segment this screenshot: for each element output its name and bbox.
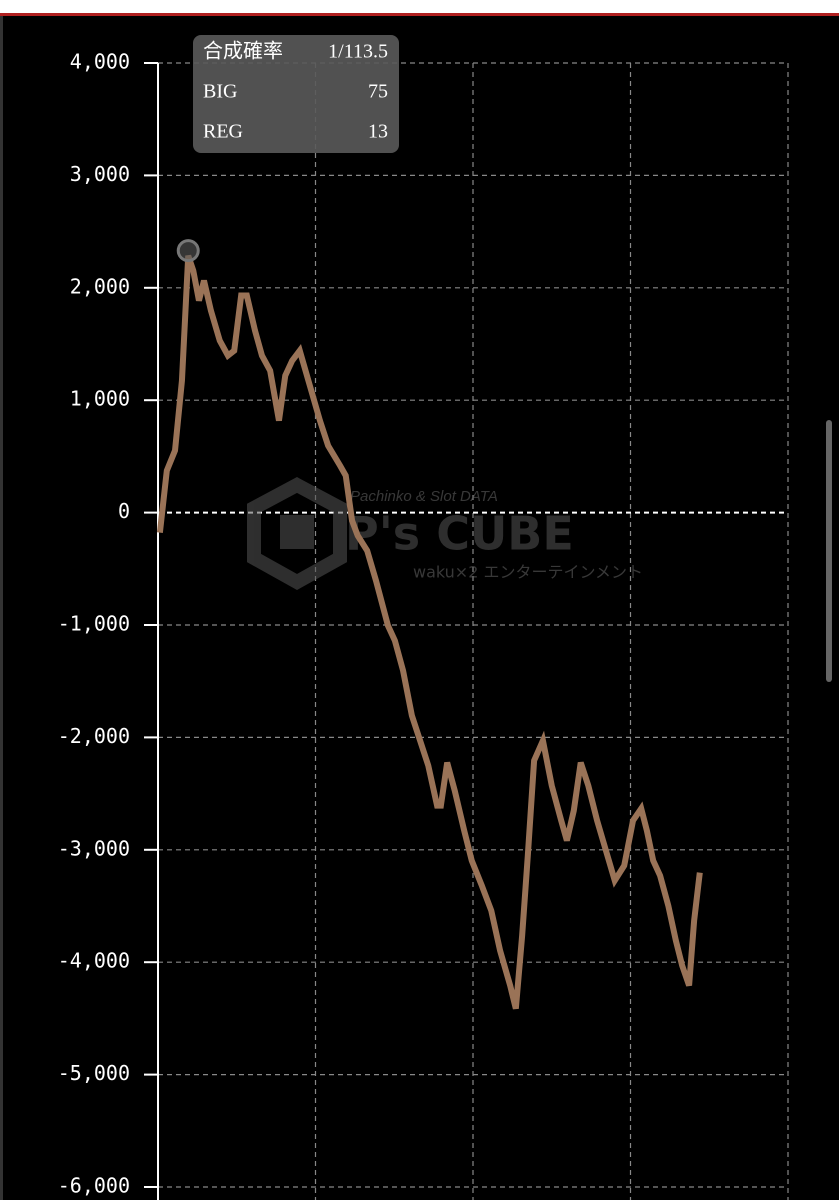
info-value: 75 (368, 81, 388, 103)
plot (156, 239, 703, 1010)
y-tick-label: -5,000 (58, 1061, 130, 1085)
info-label: 合成確率 (203, 40, 283, 63)
info-rows: 合成確率 1/113.5 BIG 75 REG 13 (203, 40, 388, 143)
y-tick-label: -6,000 (58, 1174, 130, 1198)
info-box (193, 35, 399, 153)
info-value: 1/113.5 (328, 41, 388, 63)
y-tick-label: -2,000 (58, 724, 130, 748)
highlight-point (176, 239, 200, 263)
data-line (156, 254, 703, 1010)
info-label: BIG (203, 81, 237, 103)
y-tick-label: 0 (118, 499, 130, 523)
grid: 4,000 3,000 2,000 1,000 0 -1,000 -2,000 -3,000 -… (58, 50, 789, 1200)
y-tick-label: 2,000 (70, 274, 130, 298)
y-tick-label: 1,000 (70, 387, 130, 411)
watermark-brand: P's CUBE (345, 507, 574, 561)
top-rule (0, 13, 839, 16)
y-tick-label: -3,000 (58, 836, 130, 860)
watermark-tagline: Pachinko & Slot DATA (350, 488, 498, 505)
info-value: 13 (368, 121, 388, 143)
logo-cube (280, 515, 314, 549)
left-edge (0, 16, 3, 1200)
watermark-company: waku×2 エンターテインメント (413, 563, 643, 582)
watermark: Pachinko & Slot DATA P's CUBE waku×2 エンタ… (247, 477, 643, 591)
y-tick-label: 4,000 (70, 50, 130, 74)
y-tick-label: -4,000 (58, 949, 130, 973)
scrollbar (826, 420, 832, 682)
logo-hexagon (247, 477, 347, 591)
y-tick-label: 3,000 (70, 162, 130, 186)
y-tick-label: -1,000 (58, 612, 130, 636)
top-strip (0, 0, 839, 14)
info-label: REG (203, 121, 243, 143)
